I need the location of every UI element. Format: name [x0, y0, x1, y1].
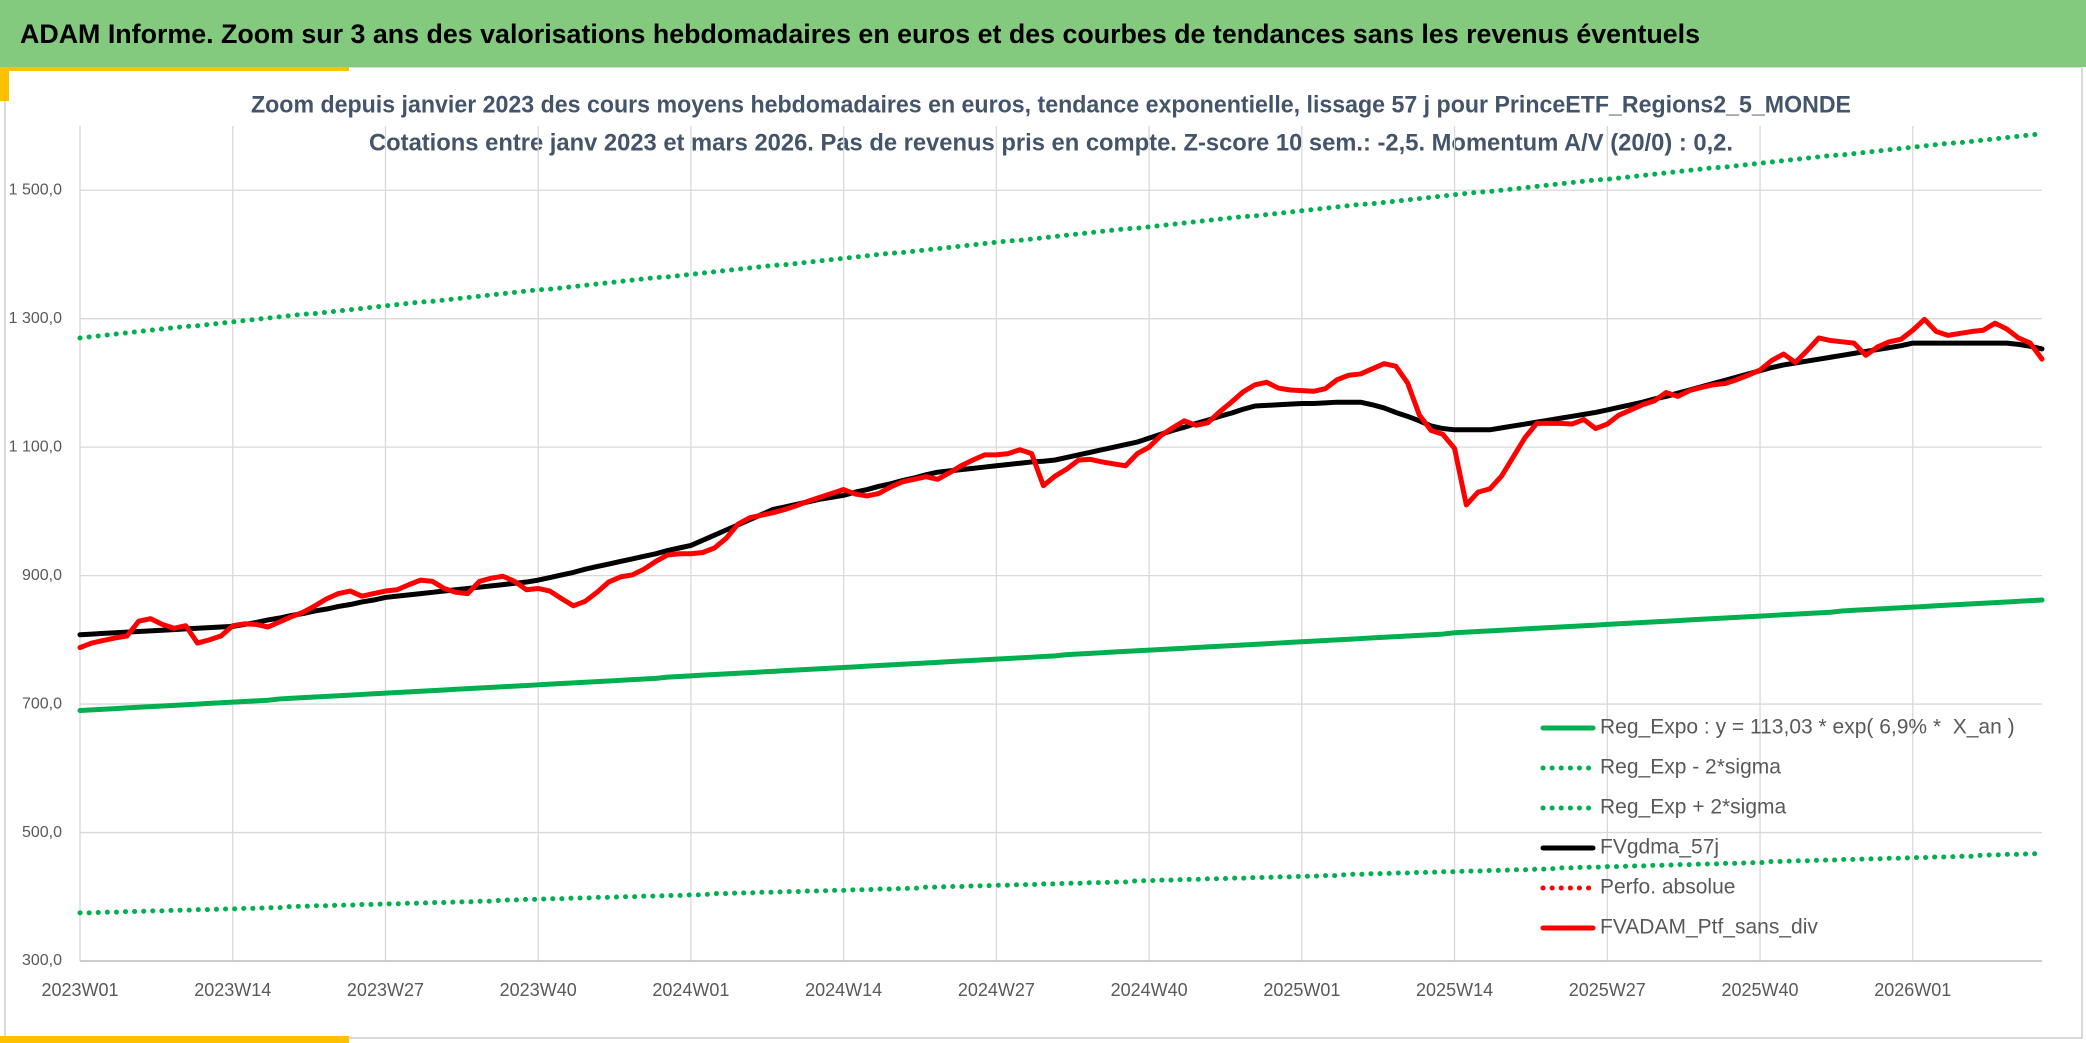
x-tick-label: 2024W40: [1111, 980, 1188, 1000]
x-tick-label: 2023W27: [347, 980, 424, 1000]
x-tick-label: 2023W14: [194, 980, 271, 1000]
series-line: [77, 851, 2045, 916]
accent: [0, 1036, 349, 1043]
series-line: [77, 131, 2045, 341]
y-tick-label: 300,0: [22, 952, 62, 969]
y-tick-label: 700,0: [22, 695, 62, 712]
x-tick-label: 2025W14: [1416, 980, 1493, 1000]
series-line: [77, 316, 2045, 651]
x-tick-label: 2026W01: [1874, 980, 1951, 1000]
accent: [0, 67, 349, 71]
chart-title: Zoom depuis janvier 2023 des cours moyen…: [251, 91, 1851, 118]
series-line: [77, 597, 2045, 713]
x-tick-label: 2023W40: [500, 980, 577, 1000]
y-tick-label: 900,0: [22, 567, 62, 584]
accent: [0, 67, 9, 101]
legend-label: Reg_Exp - 2*sigma: [1600, 756, 1781, 779]
x-tick-label: 2024W14: [805, 980, 882, 1000]
header-title: ADAM Informe. Zoom sur 3 ans des valoris…: [20, 19, 1700, 49]
y-tick-label: 500,0: [22, 824, 62, 841]
header-bar: [0, 0, 2086, 67]
legend-label: Reg_Expo : y = 113,03 * exp( 6,9% * X_an…: [1600, 716, 2015, 739]
chart-subtitle: Cotations entre janv 2023 et mars 2026. …: [369, 129, 1733, 156]
legend-label: Reg_Exp + 2*sigma: [1600, 796, 1787, 819]
y-tick-label: 1 100,0: [9, 438, 62, 455]
legend-label: FVADAM_Ptf_sans_div: [1600, 916, 1818, 939]
x-tick-label: 2024W01: [652, 980, 729, 1000]
x-tick-label: 2025W01: [1263, 980, 1340, 1000]
y-tick-label: 1 500,0: [9, 181, 62, 198]
legend-label: FVgdma_57j: [1600, 836, 1719, 859]
y-tick-label: 1 300,0: [9, 310, 62, 327]
x-tick-label: 2024W27: [958, 980, 1035, 1000]
x-tick-label: 2025W40: [1722, 980, 1799, 1000]
x-tick-label: 2023W01: [41, 980, 118, 1000]
legend-label: Perfo. absolue: [1600, 876, 1735, 899]
x-tick-label: 2025W27: [1569, 980, 1646, 1000]
